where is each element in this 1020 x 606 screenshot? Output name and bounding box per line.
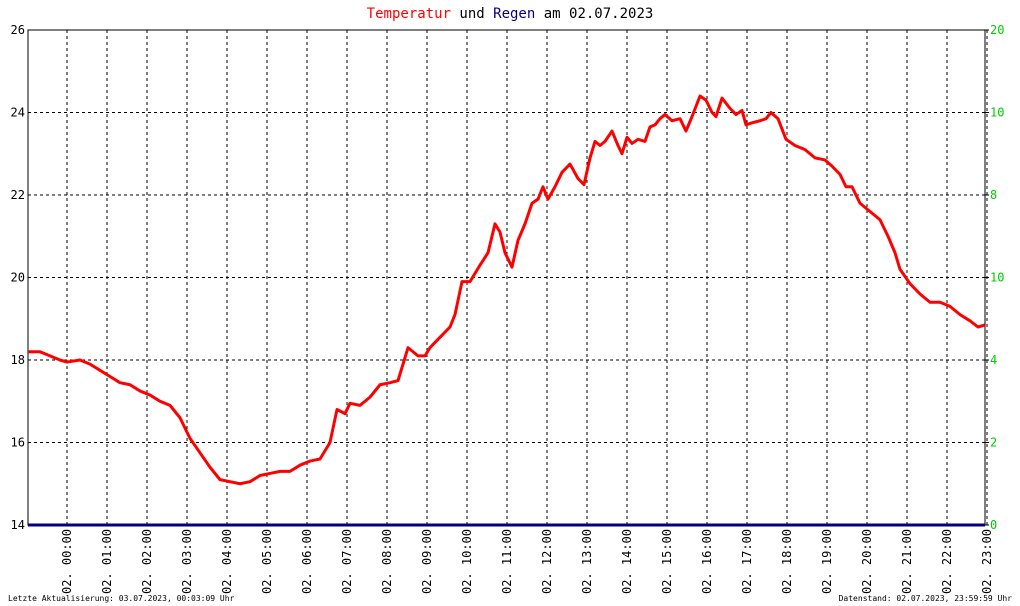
- title-part: am 02.07.2023: [544, 6, 654, 22]
- x-tick-label: 02. 18:00: [780, 529, 794, 594]
- x-tick-label: 02. 16:00: [700, 529, 714, 594]
- y-tick-label: 18: [11, 353, 25, 367]
- x-tick-label: 02. 03:00: [180, 529, 194, 594]
- chart-title: Temperatur und Regen am 02.07.2023: [367, 6, 654, 22]
- footer-right: Datenstand: 02.07.2023, 23:59:59 Uhr: [839, 594, 1013, 603]
- x-tick-label: 02. 05:00: [260, 529, 274, 594]
- x-tick-label: 02. 06:00: [300, 529, 314, 594]
- x-tick-label: 02. 07:00: [340, 529, 354, 594]
- y-tick-label: 14: [11, 518, 25, 532]
- y-tick-label: 16: [11, 436, 25, 450]
- x-tick-label: 02. 00:00: [60, 529, 74, 594]
- y2-tick-label: 10: [990, 106, 1004, 120]
- x-tick-label: 02. 14:00: [620, 529, 634, 594]
- x-tick-label: 02. 08:00: [380, 529, 394, 594]
- x-tick-label: 02. 04:00: [220, 529, 234, 594]
- x-tick-label: 02. 13:00: [580, 529, 594, 594]
- x-tick-label: 02. 21:00: [900, 529, 914, 594]
- x-tick-label: 02. 22:00: [940, 529, 954, 594]
- y2-tick-label: 2: [990, 436, 997, 450]
- x-tick-label: 02. 10:00: [460, 529, 474, 594]
- y-tick-label: 22: [11, 188, 25, 202]
- x-tick-label: 02. 09:00: [420, 529, 434, 594]
- title-part: Temperatur: [367, 6, 451, 22]
- title-part: Regen: [493, 6, 535, 22]
- x-tick-label: 02. 23:00: [980, 529, 994, 594]
- x-tick-label: 02. 20:00: [860, 529, 874, 594]
- x-tick-label: 02. 15:00: [660, 529, 674, 594]
- x-tick-label: 02. 02:00: [140, 529, 154, 594]
- y2-tick-label: 4: [990, 353, 997, 367]
- x-tick-label: 02. 19:00: [820, 529, 834, 594]
- series-line: [28, 94, 986, 486]
- y2-tick-label: 10: [990, 271, 1004, 285]
- y2-tick-label: 0: [990, 518, 997, 532]
- x-tick-label: 02. 11:00: [500, 529, 514, 594]
- x-tick-label: 02. 12:00: [540, 529, 554, 594]
- x-tick-label: 02. 17:00: [740, 529, 754, 594]
- title-part: und: [459, 6, 484, 22]
- y2-tick-label: 8: [990, 188, 997, 202]
- y2-tick-label: 20: [990, 23, 1004, 37]
- y-tick-label: 20: [11, 271, 25, 285]
- y-tick-label: 26: [11, 23, 25, 37]
- y-tick-label: 24: [11, 106, 25, 120]
- footer-left: Letzte Aktualisierung: 03.07.2023, 00:03…: [8, 594, 235, 603]
- x-tick-label: 02. 01:00: [100, 529, 114, 594]
